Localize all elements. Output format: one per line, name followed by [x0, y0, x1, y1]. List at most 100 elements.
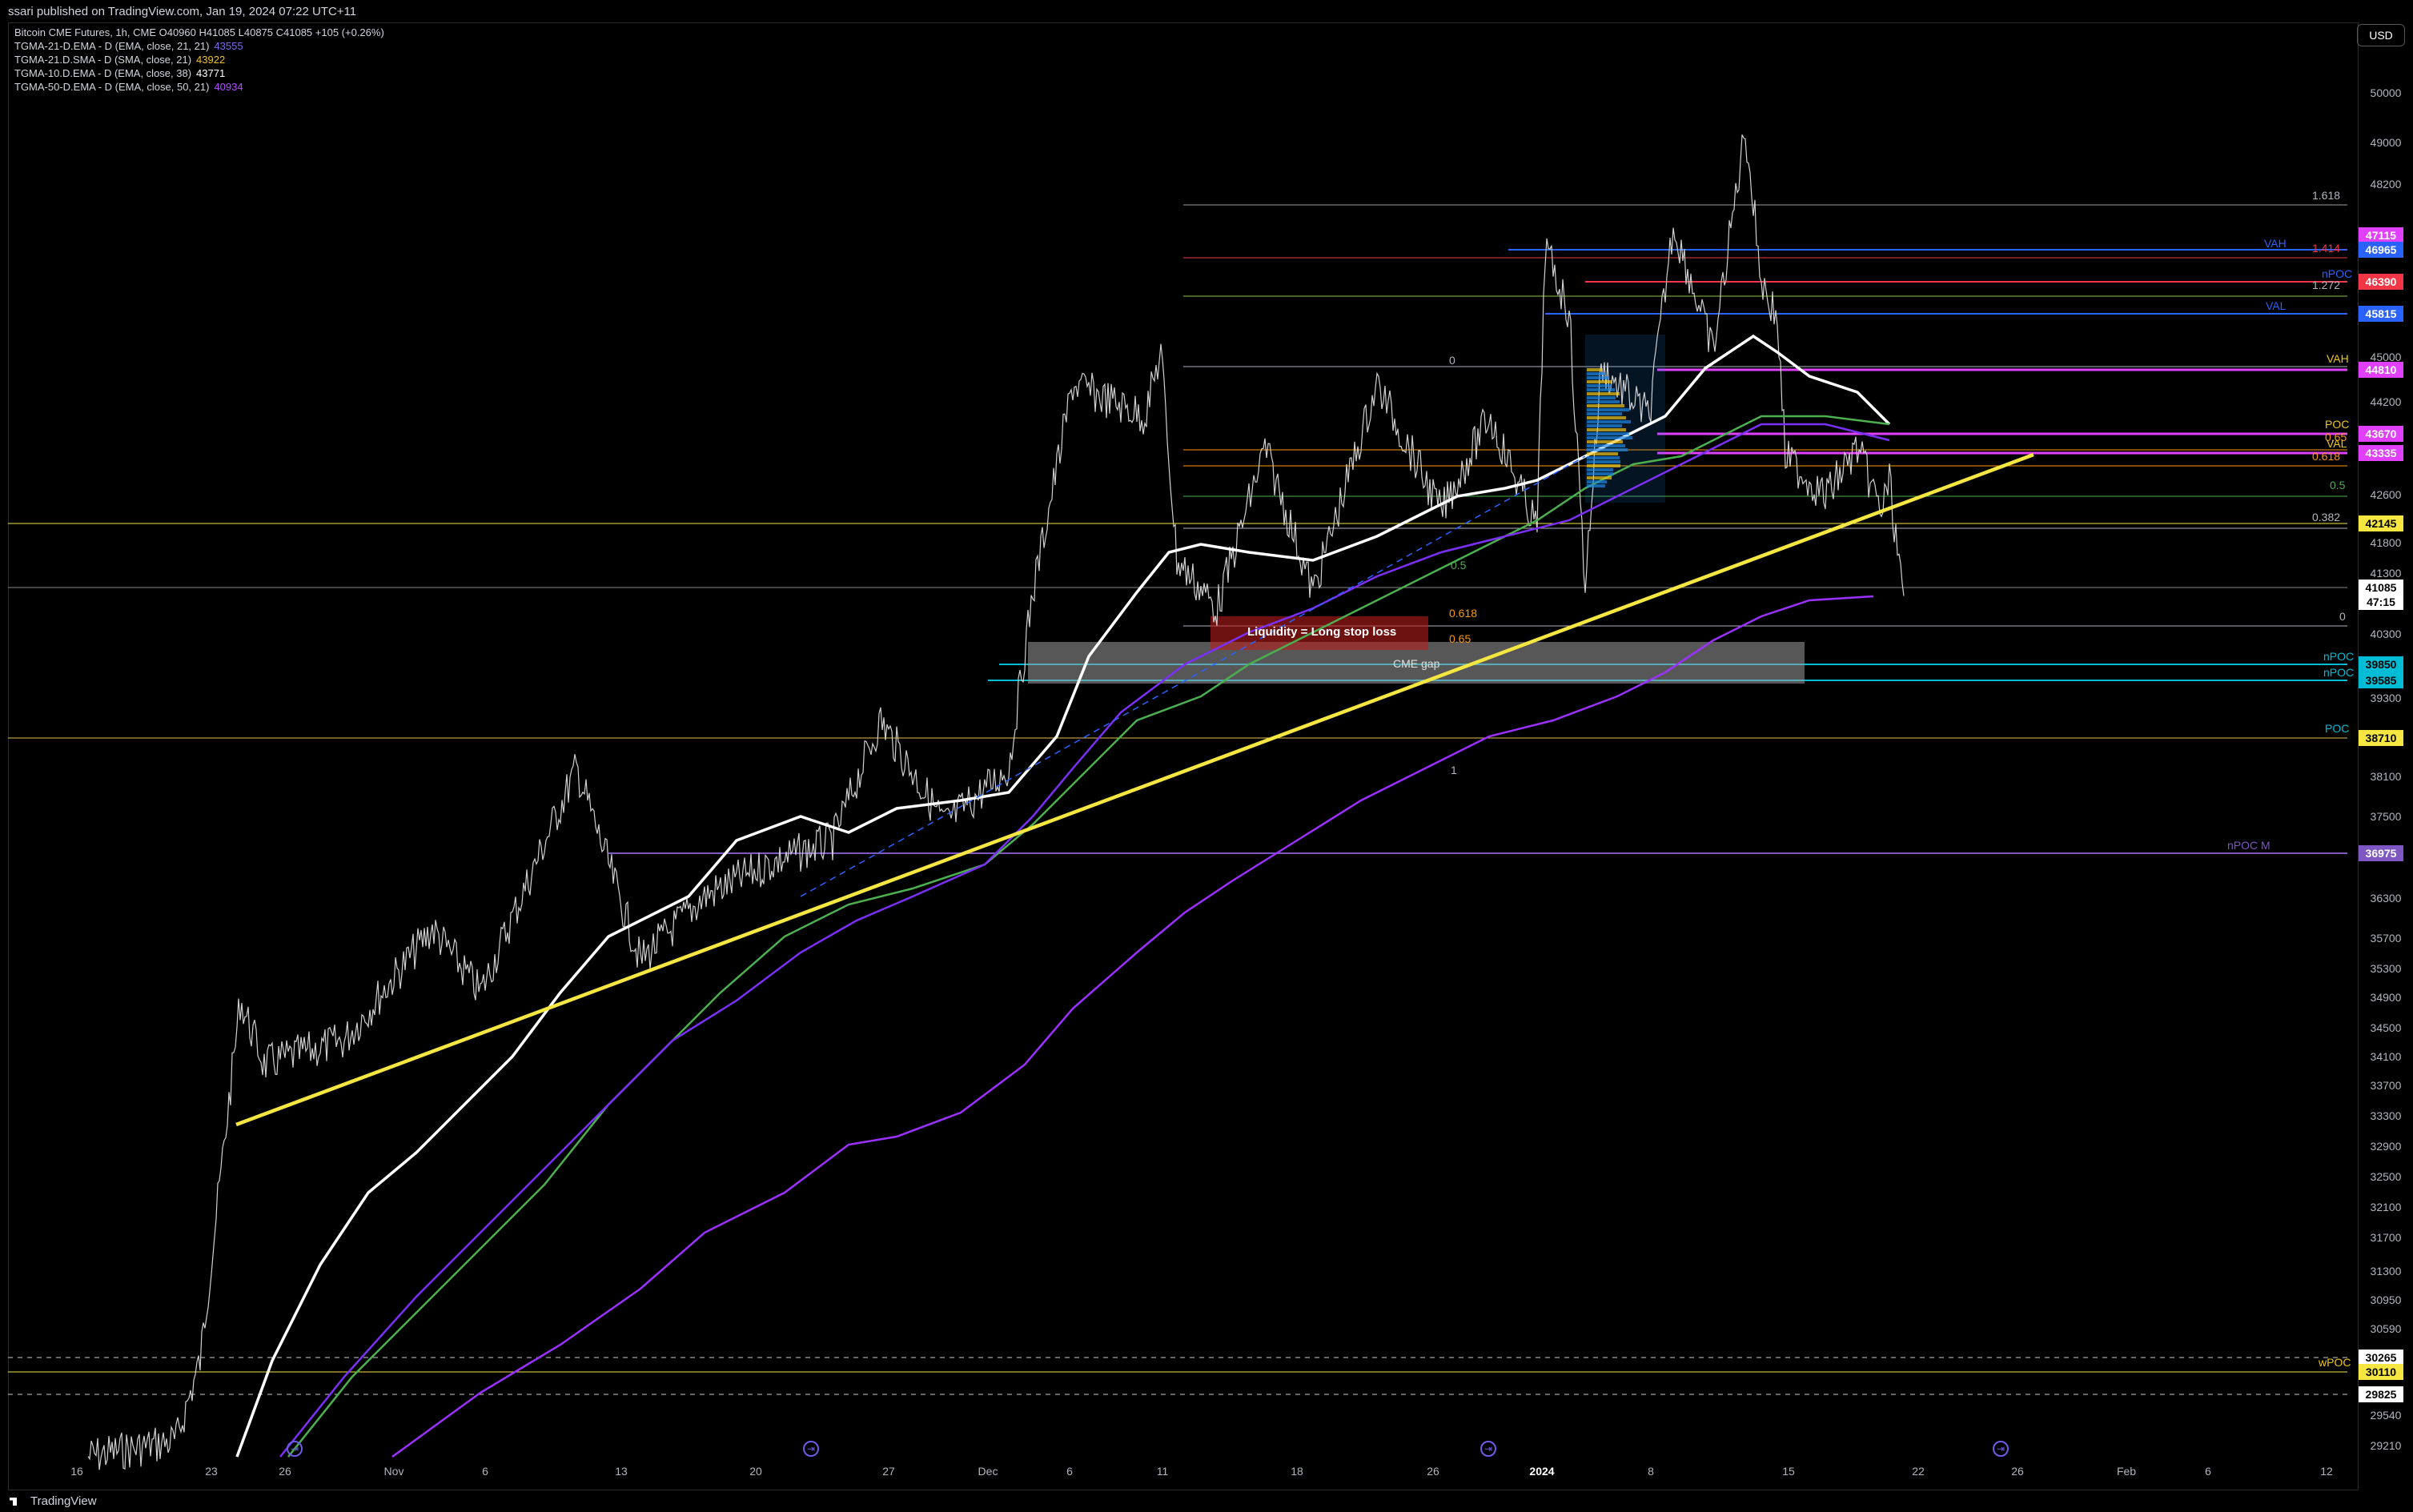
time-tick-label: Nov — [383, 1465, 404, 1478]
time-tick-label: 12 — [2320, 1465, 2333, 1478]
volume-profile-bar — [1587, 480, 1607, 483]
replay-marker-icon[interactable]: ⇥ — [1993, 1441, 2009, 1457]
symbol-title[interactable]: Bitcoin CME Futures, 1h, CME O40960 H410… — [14, 26, 384, 38]
currency-button[interactable]: USD — [2357, 24, 2405, 46]
footer: TradingView — [0, 1490, 2413, 1512]
price-badge: 39850 — [2359, 656, 2403, 672]
price-axis[interactable]: 50000 49000 48200 45000 44200 42600 41800 41300… — [2359, 22, 2413, 1490]
price-badge: 39585 — [2359, 672, 2403, 688]
level-label: nPOC M — [2227, 839, 2270, 852]
time-tick-label: 27 — [882, 1465, 895, 1478]
time-tick-label: 6 — [1066, 1465, 1073, 1478]
level-label: nPOC — [2323, 650, 2355, 663]
price-tick-label: 38100 — [2370, 770, 2402, 783]
price-badge: 45815 — [2359, 306, 2403, 322]
time-tick-label: 16 — [70, 1465, 83, 1478]
price-tick-label: 34100 — [2370, 1050, 2402, 1063]
price-badge: 43670 — [2359, 426, 2403, 442]
chart-pane[interactable] — [8, 22, 2359, 1490]
volume-profile-bar — [1587, 460, 1620, 463]
level-label: 1.414 — [2312, 242, 2341, 255]
replay-marker-icon[interactable]: ⇥ — [287, 1441, 303, 1457]
legend-row-sma21[interactable]: TGMA-21.D.SMA - D (SMA, close, 21) 43922 — [14, 53, 384, 66]
price-badge: 47:15 — [2359, 594, 2403, 610]
liquidity-label: Liquidity = Long stop loss — [1247, 625, 1397, 639]
level-label: 0.5 — [2330, 479, 2346, 491]
volume-profile-bar — [1587, 396, 1616, 399]
cme-gap-label: CME gap — [1393, 657, 1440, 670]
price-tick-label: 32500 — [2370, 1170, 2402, 1183]
legend-row-ema50[interactable]: TGMA-50-D.EMA - D (EMA, close, 50, 21) 40… — [14, 80, 384, 94]
volume-profile-bar — [1587, 372, 1605, 375]
price-tick-label: 34500 — [2370, 1021, 2402, 1034]
volume-profile-bar — [1587, 468, 1613, 471]
price-badge: 29825 — [2359, 1386, 2403, 1402]
volume-profile-bar — [1587, 444, 1625, 447]
publish-header: ssari published on TradingView.com, Jan … — [0, 0, 2413, 22]
price-badge: 42145 — [2359, 515, 2403, 531]
price-badge: 36975 — [2359, 845, 2403, 861]
level-label: POC — [2325, 722, 2350, 735]
price-tick-label: 45000 — [2370, 351, 2402, 363]
legend-row-ema10[interactable]: TGMA-10.D.EMA - D (EMA, close, 38) 43771 — [14, 66, 384, 80]
price-badge: 46965 — [2359, 242, 2403, 258]
time-axis[interactable]: 16 23 26 Nov 6 13 20 27 Dec 6 11 18 26 2024 8 15 22 26 Feb… — [8, 1457, 2359, 1489]
level-label: VAL — [2327, 437, 2347, 450]
volume-profile-bar — [1587, 392, 1620, 395]
price-tick-label: 30950 — [2370, 1293, 2402, 1306]
price-tick-label: 30590 — [2370, 1322, 2402, 1335]
volume-profile-bar — [1587, 472, 1613, 475]
ema10-line — [235, 334, 1891, 1458]
time-tick-label: Feb — [2116, 1465, 2137, 1478]
price-badge: 43335 — [2359, 445, 2403, 461]
price-tick-label: 31700 — [2370, 1231, 2402, 1244]
legend-label: TGMA-21.D.SMA - D (SMA, close, 21) — [14, 54, 192, 66]
price-tick-label: 32100 — [2370, 1201, 2402, 1213]
replay-marker-icon[interactable]: ⇥ — [803, 1441, 819, 1457]
price-badge: 46390 — [2359, 274, 2403, 290]
time-tick-label: 13 — [615, 1465, 628, 1478]
legend-label: TGMA-21-D.EMA - D (EMA, close, 21, 21) — [14, 40, 210, 52]
level-label: VAH — [2327, 352, 2349, 365]
price-tick-label: 41300 — [2370, 567, 2402, 580]
volume-profile-bar — [1587, 440, 1623, 443]
volume-profile-bar — [1587, 376, 1608, 379]
tradingview-brand[interactable]: TradingView — [10, 1494, 97, 1508]
brand-text: TradingView — [30, 1494, 97, 1508]
price-tick-label: 33700 — [2370, 1079, 2402, 1092]
price-tick-label: 44200 — [2370, 395, 2402, 408]
legend-value: 43555 — [214, 40, 243, 52]
price-tick-label: 40300 — [2370, 628, 2402, 640]
volume-profile-bar — [1587, 432, 1629, 435]
legend-value: 40934 — [214, 81, 243, 93]
level-label: nPOC — [2323, 666, 2355, 679]
volume-profile-bar — [1587, 452, 1618, 455]
dashed-trendline — [800, 455, 1586, 897]
price-badge: 30265 — [2359, 1350, 2403, 1366]
price-tick-label: 42600 — [2370, 488, 2402, 501]
price-tick-label: 49000 — [2370, 136, 2402, 149]
price-badge: 30110 — [2359, 1364, 2403, 1380]
level-label: POC — [2325, 418, 2350, 431]
volume-profile-bar — [1587, 404, 1624, 407]
time-tick-label: 26 — [2011, 1465, 2024, 1478]
volume-profile-bar — [1587, 448, 1628, 451]
price-tick-label: 39300 — [2370, 692, 2402, 704]
volume-profile-bar — [1587, 428, 1626, 431]
price-candles — [87, 134, 1905, 1470]
level-label: nPOC — [2322, 267, 2353, 280]
fib-label: 0.5 — [1451, 559, 1467, 572]
legend-label: TGMA-50-D.EMA - D (EMA, close, 50, 21) — [14, 81, 210, 93]
legend-row-ema21[interactable]: TGMA-21-D.EMA - D (EMA, close, 21, 21) 43… — [14, 39, 384, 53]
level-label: 0 — [2339, 610, 2346, 623]
fib-label: 0.618 — [1449, 607, 1478, 620]
price-tick-label: 37500 — [2370, 810, 2402, 823]
time-tick-label: Dec — [978, 1465, 998, 1478]
tradingview-logo-icon — [10, 1498, 17, 1506]
level-label: 1.618 — [2312, 189, 2341, 202]
level-label: 0.65 — [2325, 431, 2347, 443]
level-label: VAL — [2266, 299, 2287, 312]
replay-marker-icon[interactable]: ⇥ — [1480, 1441, 1496, 1457]
price-tick-label: 33300 — [2370, 1109, 2402, 1122]
